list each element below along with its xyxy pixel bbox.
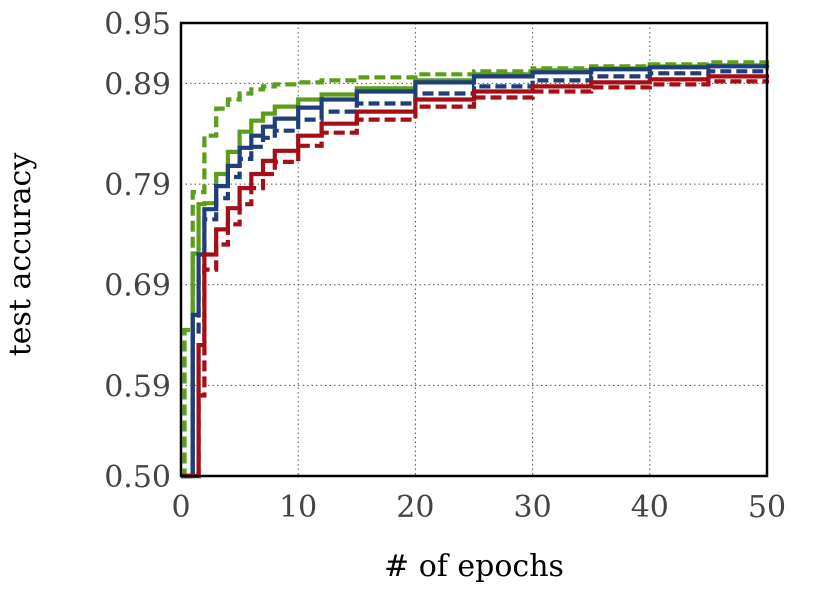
x-tick-label: 40 [631,490,669,525]
y-tick-label: 0.50 [104,460,171,495]
series-layer [181,60,770,479]
x-axis-title: # of epochs [384,549,564,584]
x-tick-label: 50 [748,490,786,525]
x-tick-label: 0 [171,490,190,525]
x-tick-label: 10 [279,490,317,525]
series-line-5 [181,74,770,479]
series-line-4 [181,69,770,479]
y-axis-title: test accuracy [3,153,38,357]
y-tick-labels: 0.50 0.59 0.69 0.79 0.89 0.95 [104,7,171,495]
y-tick-label: 0.79 [104,168,171,203]
y-tick-label: 0.69 [104,269,171,304]
y-tick-label: 0.95 [104,7,171,42]
series-line-3 [181,64,770,479]
series-line-1 [181,60,770,479]
series-line-6 [181,79,770,479]
y-tick-label: 0.89 [104,67,171,102]
x-tick-label: 30 [514,490,552,525]
x-tick-labels: 0 10 20 30 40 50 [171,490,786,525]
y-tick-label: 0.59 [104,369,171,404]
x-tick-label: 20 [396,490,434,525]
plot-frame [179,21,769,478]
